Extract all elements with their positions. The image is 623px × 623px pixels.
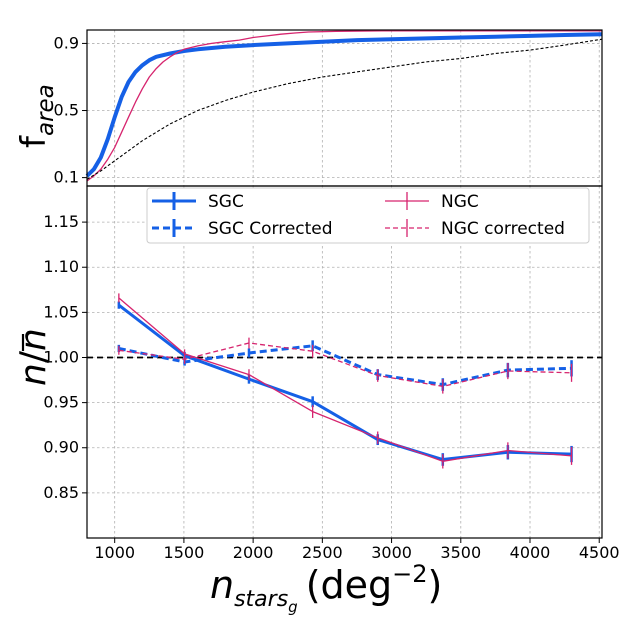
legend-entry-sgc: SGC [152, 192, 244, 212]
tick-labels: 0.1 0.5 0.9 0.85 0.90 0.95 1.00 1.05 1.10 1.15 100… [43, 33, 619, 562]
bottom-y-axis-label: n/n [13, 328, 54, 386]
top-series-sgc [85, 32, 603, 178]
bottom-ytick-label: 0.85 [43, 483, 79, 502]
legend-label-ngc: NGC [441, 192, 479, 212]
xtick-label: 3500 [440, 543, 481, 562]
legend-entry-ngc-corrected: NGC corrected [385, 219, 565, 239]
legend-box [146, 187, 590, 244]
svg-text:n/n: n/n [13, 328, 54, 386]
series-line-ngc-corrected [118, 342, 572, 388]
xtick-label: 4000 [510, 543, 551, 562]
legend-label-sgc-corrected: SGC Corrected [208, 219, 333, 239]
bottom-ytick-label: 1.15 [43, 212, 79, 231]
xtick-label: 2000 [233, 543, 274, 562]
xtick-label: 4500 [579, 543, 620, 562]
xtick-label: 1000 [94, 543, 135, 562]
top-ytick-label: 0.5 [54, 101, 79, 120]
bottom-panel-grid [87, 186, 602, 538]
bottom-panel-series [87, 293, 602, 469]
top-ytick-label: 0.9 [54, 33, 79, 52]
series-line-sgc-corrected [118, 344, 572, 387]
legend-entry-sgc-corrected: SGC Corrected [152, 219, 333, 239]
bottom-ytick-label: 1.00 [43, 347, 79, 366]
top-panel-grid [87, 30, 602, 186]
bottom-panel-frame [86, 185, 603, 539]
legend-label-sgc: SGC [208, 192, 244, 212]
xtick-label: 1500 [164, 543, 205, 562]
top-series-reference [86, 38, 603, 180]
xtick-label: 2500 [302, 543, 343, 562]
series-line-sgc [117, 303, 572, 461]
top-y-axis-label: farea [14, 84, 59, 148]
top-series-ngc [86, 30, 602, 182]
legend-label-ngc-corrected: NGC corrected [441, 219, 565, 239]
bottom-ytick-label: 1.10 [43, 257, 79, 276]
legend-entry-ngc: NGC [385, 192, 479, 212]
bottom-ytick-label: 0.95 [43, 393, 79, 412]
series-line-ngc [118, 297, 572, 462]
legend: SGC NGC SGC Corrected NGC corrected [146, 187, 590, 244]
bottom-ytick-label: 0.90 [43, 438, 79, 457]
top-panel-series [85, 30, 603, 182]
xtick-label: 3000 [371, 543, 412, 562]
top-ytick-label: 0.1 [54, 168, 79, 187]
axes-frames [86, 29, 603, 539]
bottom-ytick-label: 1.05 [43, 302, 79, 321]
x-axis-label: nstarsg (deg−2) [210, 560, 442, 616]
